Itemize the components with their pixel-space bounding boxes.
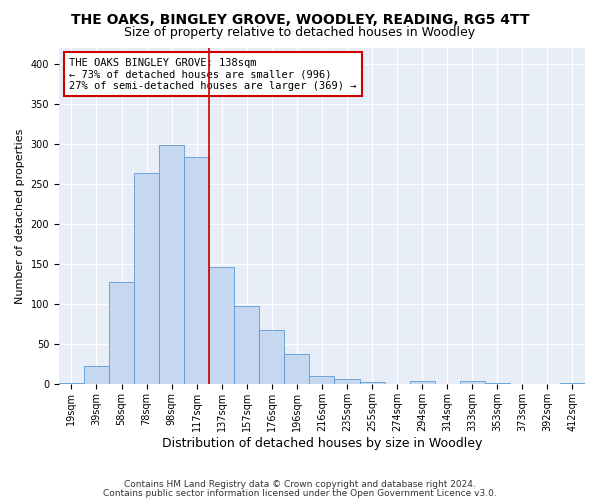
- Text: THE OAKS, BINGLEY GROVE, WOODLEY, READING, RG5 4TT: THE OAKS, BINGLEY GROVE, WOODLEY, READIN…: [71, 12, 529, 26]
- Bar: [560, 382, 585, 384]
- Text: Contains public sector information licensed under the Open Government Licence v3: Contains public sector information licen…: [103, 488, 497, 498]
- Bar: [209, 267, 234, 384]
- Bar: [84, 366, 109, 384]
- Bar: [359, 382, 385, 384]
- Bar: [259, 330, 284, 384]
- Bar: [159, 144, 184, 384]
- Bar: [310, 376, 334, 384]
- Bar: [410, 381, 434, 384]
- Text: Size of property relative to detached houses in Woodley: Size of property relative to detached ho…: [124, 26, 476, 39]
- Bar: [334, 380, 359, 384]
- Bar: [184, 156, 209, 384]
- Bar: [109, 282, 134, 385]
- Text: THE OAKS BINGLEY GROVE: 138sqm
← 73% of detached houses are smaller (996)
27% of: THE OAKS BINGLEY GROVE: 138sqm ← 73% of …: [70, 58, 357, 91]
- Bar: [134, 174, 159, 384]
- Bar: [234, 306, 259, 384]
- Bar: [284, 354, 310, 384]
- Text: Contains HM Land Registry data © Crown copyright and database right 2024.: Contains HM Land Registry data © Crown c…: [124, 480, 476, 489]
- Bar: [59, 382, 84, 384]
- X-axis label: Distribution of detached houses by size in Woodley: Distribution of detached houses by size …: [162, 437, 482, 450]
- Y-axis label: Number of detached properties: Number of detached properties: [15, 128, 25, 304]
- Bar: [485, 382, 510, 384]
- Bar: [460, 381, 485, 384]
